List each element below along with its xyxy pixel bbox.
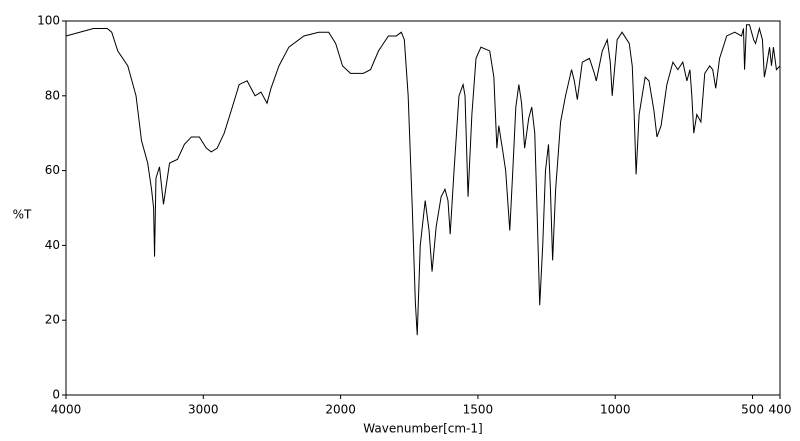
y-axis-label: %T	[13, 208, 32, 222]
y-tick-label: 80	[45, 88, 60, 102]
y-tick-label: 100	[37, 14, 60, 28]
x-tick-label: 3000	[188, 403, 219, 417]
x-tick-label: 2000	[325, 403, 356, 417]
x-tick-label: 500	[741, 403, 764, 417]
plot-frame	[65, 20, 781, 396]
x-axis-label: Wavenumber[cm-1]	[363, 422, 482, 436]
x-tick-label: 1000	[600, 403, 631, 417]
y-tick-label: 0	[52, 388, 60, 402]
y-tick-label: 20	[45, 313, 60, 327]
x-tick-label: 4000	[51, 403, 82, 417]
x-tick-label: 400	[769, 403, 792, 417]
spectrum-line	[65, 24, 781, 336]
x-tick-label: 1500	[463, 403, 494, 417]
y-tick-label: 60	[45, 163, 60, 177]
y-tick-label: 40	[45, 238, 60, 252]
